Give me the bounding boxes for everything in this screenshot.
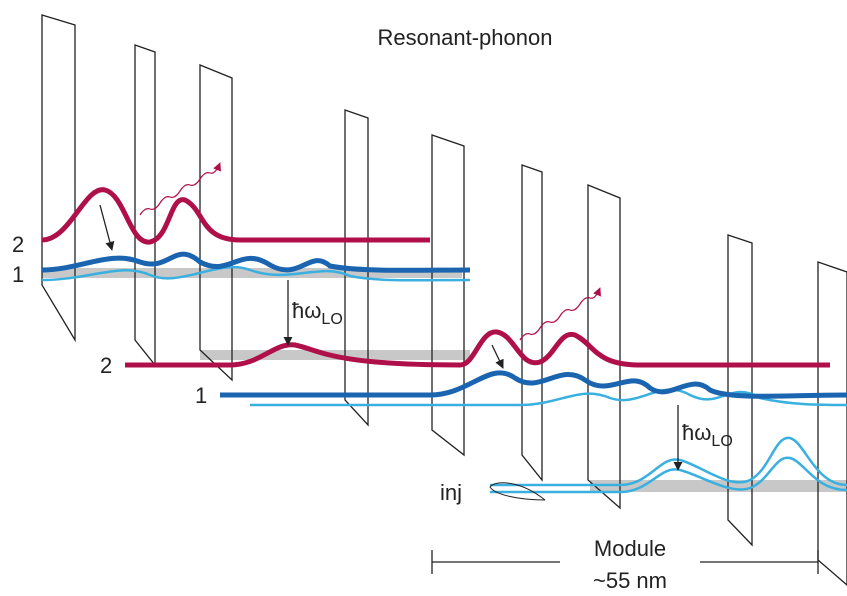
phonon-emission: [519, 287, 601, 341]
barrier: [431, 134, 465, 457]
barrier: [344, 109, 369, 427]
wavefunction: [125, 329, 830, 368]
wavefunction: [490, 456, 847, 494]
title: Resonant-phonon: [378, 25, 553, 50]
arrow: [99, 204, 115, 251]
injector-label: inj: [440, 480, 462, 505]
level-label: 1: [12, 262, 24, 287]
phonon-symbol: ħω: [292, 298, 321, 323]
barrier: [817, 261, 847, 586]
barriers: [41, 14, 847, 586]
scale-length: ~55 nm: [593, 568, 667, 593]
phonon-subscript: LO: [321, 311, 342, 328]
wavefunction: [41, 251, 471, 273]
barrier: [41, 14, 76, 343]
phonon-label: ħωLO: [292, 298, 343, 328]
phonon-emission: [139, 162, 221, 216]
phonon-label: ħωLO: [682, 420, 733, 450]
wavefunctions-a: [41, 187, 471, 282]
wavefunction: [220, 370, 847, 399]
wavefunction: [250, 388, 847, 407]
wavefunctions-b: [125, 329, 847, 501]
scale-bar: [431, 540, 819, 590]
wavefunction: [41, 265, 471, 282]
barrier: [727, 234, 753, 547]
phonon-subscript: LO: [711, 433, 732, 450]
arrow: [491, 344, 504, 369]
level-label: 2: [100, 353, 112, 378]
level-label: 2: [12, 232, 24, 257]
scale-label-bg: [560, 540, 700, 590]
injector-loop: [489, 482, 546, 501]
barrier: [134, 44, 156, 367]
subband-bands: [42, 268, 847, 492]
wavefunction: [490, 436, 847, 487]
scale-label: Module: [594, 536, 666, 561]
wavefunction: [41, 187, 430, 245]
arrows: [99, 162, 683, 471]
band: [42, 268, 462, 278]
barrier: [521, 164, 543, 482]
phonon-symbol: ħω: [682, 420, 711, 445]
barrier: [199, 64, 233, 382]
level-label: 1: [195, 383, 207, 408]
